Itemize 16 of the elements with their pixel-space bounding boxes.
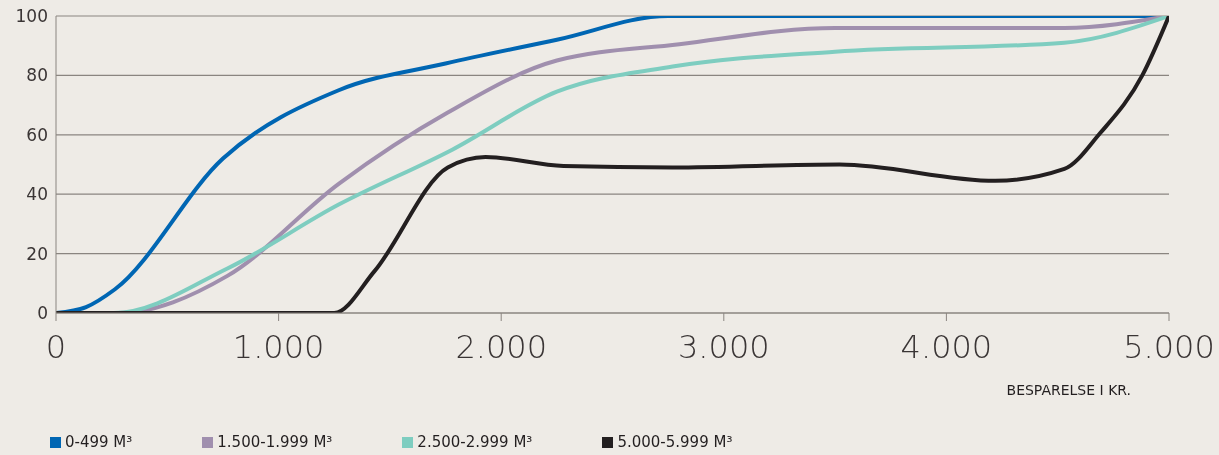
y-tick-label: 0 (37, 303, 48, 324)
x-tick-label: 2.000 (455, 327, 547, 366)
y-tick-label: 40 (26, 184, 48, 205)
y-tick-label: 100 (15, 6, 48, 27)
legend-label: 1.500-1.999 M³ (217, 433, 333, 451)
legend-label: 2.500-2.999 M³ (417, 433, 533, 451)
legend-label: 5.000-5.999 M³ (617, 433, 733, 451)
x-axis-title: BESPARELSE I KR. (1006, 382, 1131, 398)
x-tick-label: 4.000 (900, 327, 993, 366)
legend-label: 0-499 M³ (65, 433, 133, 451)
x-tick-label: 3.000 (678, 327, 770, 366)
x-tick-label: 1.000 (232, 327, 325, 366)
y-tick-label: 80 (26, 65, 48, 86)
x-tick-label: 5.000 (1123, 327, 1215, 366)
y-tick-label: 20 (26, 243, 48, 264)
y-tick-label: 60 (26, 124, 48, 145)
